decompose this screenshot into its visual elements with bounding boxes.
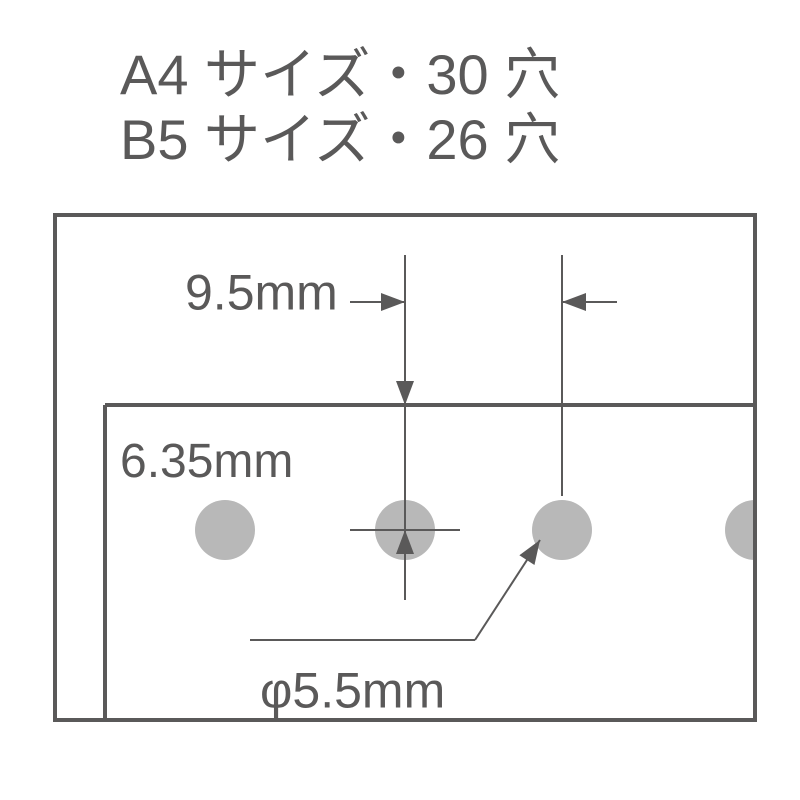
svg-text:φ5.5mm: φ5.5mm (260, 663, 445, 719)
title-line-2: B5 サイズ・26 穴 (120, 95, 560, 176)
svg-text:9.5mm: 9.5mm (185, 265, 338, 321)
svg-text:6.35mm: 6.35mm (120, 435, 293, 488)
